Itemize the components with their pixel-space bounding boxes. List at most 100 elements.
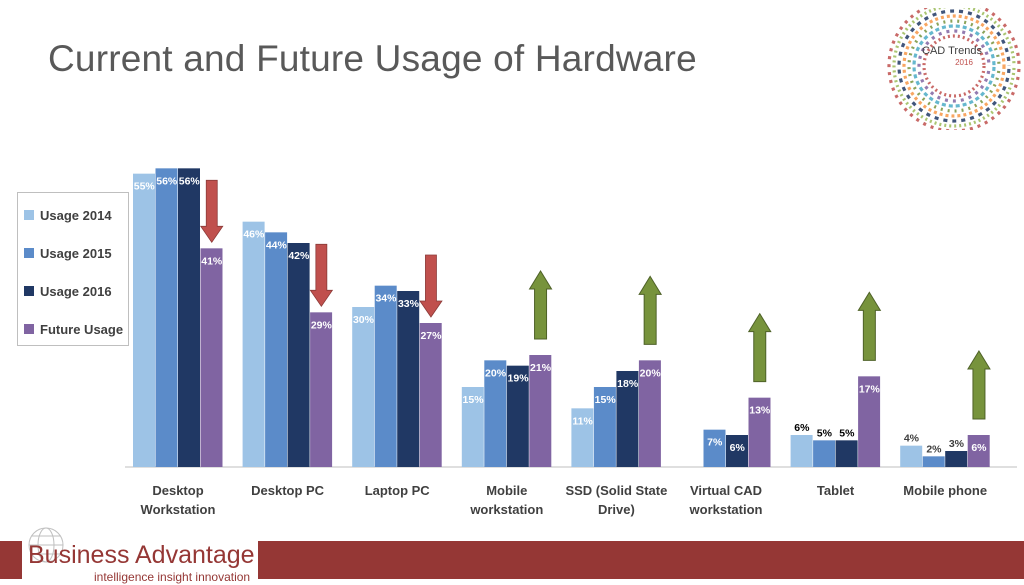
data-label: 17% bbox=[859, 383, 881, 395]
badge-ring bbox=[897, 9, 1011, 123]
bar-future-usage bbox=[967, 435, 990, 467]
trend-up-arrow-icon bbox=[528, 270, 553, 340]
trend-up-arrow-icon bbox=[747, 312, 772, 383]
bar-usage-2016 bbox=[835, 440, 858, 467]
legend-swatch bbox=[24, 286, 34, 296]
data-label: 11% bbox=[572, 415, 593, 427]
bar-usage-2014 bbox=[571, 408, 594, 467]
legend-label: Usage 2015 bbox=[40, 245, 112, 261]
data-label: 15% bbox=[595, 394, 617, 406]
data-label: 46% bbox=[243, 229, 265, 241]
badge-ring bbox=[902, 14, 1006, 118]
data-label: 56% bbox=[179, 175, 201, 187]
data-label: 6% bbox=[971, 442, 987, 454]
data-label: 3% bbox=[949, 438, 965, 450]
trend-down-arrow-icon bbox=[199, 179, 224, 244]
data-label: 6% bbox=[794, 422, 810, 434]
bar-usage-2015 bbox=[703, 429, 726, 467]
trend-down-arrow-icon bbox=[309, 243, 334, 308]
footer-bar-left bbox=[0, 541, 22, 579]
bar-future-usage bbox=[858, 376, 881, 467]
bar-usage-2016 bbox=[287, 243, 310, 467]
legend-swatch bbox=[24, 324, 34, 334]
data-label: 4% bbox=[904, 433, 920, 445]
legend-swatch bbox=[24, 248, 34, 258]
category-label: workstation bbox=[469, 502, 543, 517]
data-label: 21% bbox=[530, 362, 552, 374]
business-advantage-logo: Business Advantage intelligence insight … bbox=[24, 525, 264, 585]
bar-usage-2016 bbox=[397, 291, 420, 467]
bar-usage-2015 bbox=[374, 285, 397, 467]
badge-line1: CAD Trends bbox=[922, 45, 982, 57]
category-label: Workstation bbox=[141, 502, 216, 517]
legend-swatch bbox=[24, 210, 34, 220]
bar-usage-2015 bbox=[813, 440, 836, 467]
data-label: 5% bbox=[817, 427, 833, 439]
badge-ring bbox=[892, 8, 1016, 128]
bar-usage-2015 bbox=[265, 232, 288, 467]
data-label: 41% bbox=[201, 255, 223, 267]
category-label: Mobile bbox=[486, 483, 527, 498]
data-label: 33% bbox=[398, 298, 420, 310]
logo-name: Business Advantage bbox=[28, 541, 255, 569]
bar-usage-2014 bbox=[461, 387, 484, 467]
data-label: 2% bbox=[926, 443, 942, 455]
category-label: Drive) bbox=[598, 502, 635, 517]
category-label: workstation bbox=[689, 502, 763, 517]
trend-up-arrow-icon bbox=[638, 275, 663, 345]
data-label: 6% bbox=[730, 442, 746, 454]
legend-item-future-usage: Future Usage bbox=[24, 321, 123, 337]
data-label: 20% bbox=[485, 367, 507, 379]
bar-future-usage bbox=[419, 323, 442, 467]
data-label: 30% bbox=[353, 314, 375, 326]
data-label: 5% bbox=[839, 427, 855, 439]
data-label: 15% bbox=[463, 394, 485, 406]
category-label: SSD (Solid State bbox=[565, 483, 667, 498]
bar-usage-2016 bbox=[506, 365, 529, 467]
bar-usage-2016 bbox=[726, 435, 748, 467]
bar-usage-2015 bbox=[155, 168, 178, 468]
badge-ring bbox=[917, 29, 991, 103]
badge-ring bbox=[887, 8, 1021, 130]
legend-item-usage-2014: Usage 2014 bbox=[24, 207, 112, 223]
bar-future-usage bbox=[748, 397, 771, 467]
globe-icon bbox=[28, 527, 64, 563]
data-label: 19% bbox=[508, 373, 530, 385]
legend-label: Future Usage bbox=[40, 321, 124, 337]
slide-title: Current and Future Usage of Hardware bbox=[48, 38, 697, 79]
bar-usage-2014 bbox=[900, 445, 923, 467]
badge-ring bbox=[922, 34, 986, 98]
bar-usage-2016 bbox=[945, 451, 968, 467]
bar-usage-2015 bbox=[484, 360, 507, 467]
category-label: Desktop PC bbox=[251, 483, 325, 498]
data-label: 27% bbox=[420, 330, 442, 342]
category-label: Mobile phone bbox=[903, 483, 987, 498]
bar-future-usage bbox=[200, 248, 223, 467]
bar-usage-2016 bbox=[616, 371, 639, 467]
legend-item-usage-2015: Usage 2015 bbox=[24, 245, 112, 261]
bar-chart: 55% 56% 56%41%46%44%42%29% 30%34% 33%27%15%2… bbox=[125, 168, 1017, 517]
bar-future-usage bbox=[529, 355, 552, 467]
trend-up-arrow-icon bbox=[967, 350, 991, 420]
bar-usage-2014 bbox=[790, 435, 813, 467]
legend-label: Usage 2014 bbox=[40, 207, 112, 223]
cad-trends-badge: CAD Trends 2016 bbox=[887, 8, 1021, 130]
category-label: Virtual CAD bbox=[690, 483, 762, 498]
chart-legend: Usage 2014 Usage 2015 Usage 2016 Future … bbox=[17, 192, 129, 346]
trend-down-arrow-icon bbox=[419, 254, 443, 318]
badge-line2: 2016 bbox=[955, 58, 973, 67]
data-label: 29% bbox=[311, 319, 333, 331]
legend-item-usage-2016: Usage 2016 bbox=[24, 283, 112, 299]
bar-usage-2015 bbox=[922, 456, 945, 467]
bar-usage-2015 bbox=[593, 387, 616, 467]
trend-up-arrow-icon bbox=[857, 291, 882, 361]
logo-tagline: intelligence insight innovation bbox=[94, 570, 251, 584]
category-label: Desktop bbox=[152, 483, 203, 498]
bar-usage-2014 bbox=[242, 221, 265, 467]
data-label: 34% bbox=[375, 293, 397, 305]
bar-future-usage bbox=[638, 360, 661, 467]
data-label: 7% bbox=[707, 437, 723, 449]
data-label: 18% bbox=[617, 378, 639, 390]
category-label: Laptop PC bbox=[365, 483, 431, 498]
legend-label: Usage 2016 bbox=[40, 283, 112, 299]
